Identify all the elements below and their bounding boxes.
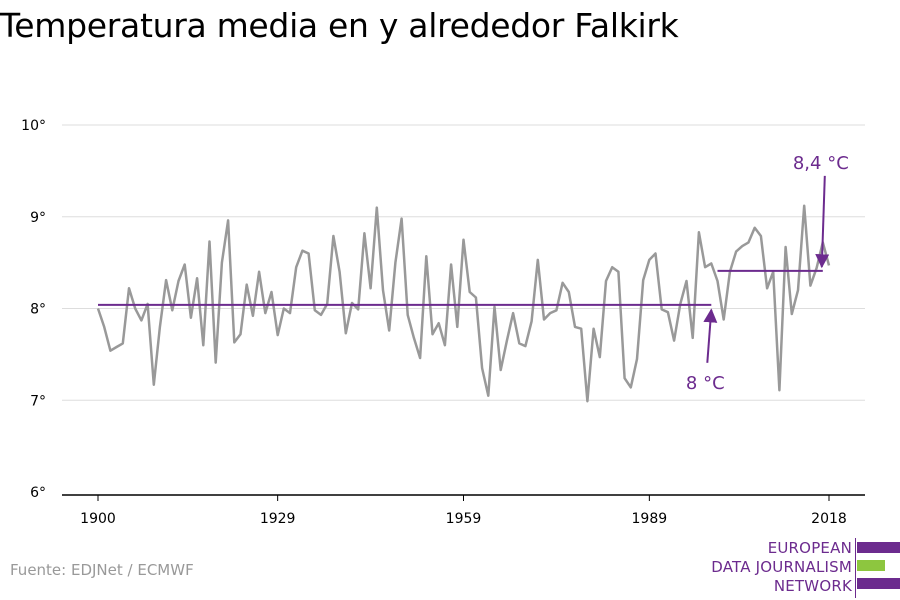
y-tick-label-9: 9° xyxy=(30,210,46,226)
logo-bar-green xyxy=(857,560,885,571)
y-tick-label-6: 6° xyxy=(30,485,46,501)
temperature-series-line xyxy=(96,204,831,403)
logo-divider xyxy=(855,538,856,598)
x-tick-label-1900: 1900 xyxy=(80,511,116,527)
edjnet-logo: EUROPEAN DATA JOURNALISM NETWORK xyxy=(700,538,900,598)
annotation-label-mean-2000-2017: 8,4 °C xyxy=(793,153,849,174)
grid-lines xyxy=(62,124,865,401)
annotation-arrow-mean-2000-2017 xyxy=(815,175,830,269)
x-tick-label-1959: 1959 xyxy=(446,511,482,527)
source-note: Fuente: EDJNet / ECMWF xyxy=(10,561,194,579)
logo-line-network: NETWORK xyxy=(773,577,852,595)
x-axis-ticks: 1900 1929 1959 1989 2018 xyxy=(80,495,847,527)
x-tick-label-1989: 1989 xyxy=(632,511,668,527)
logo-line-european: EUROPEAN xyxy=(767,539,852,557)
logo-line-data-journalism: DATA JOURNALISM xyxy=(711,558,852,576)
logo-bar-purple-top xyxy=(857,542,900,553)
annotation-label-mean-1900-1999: 8 °C xyxy=(686,373,725,394)
annotation-arrow-mean-1900-1999 xyxy=(703,308,718,363)
annotations: 8 °C 8,4 °C xyxy=(686,153,849,394)
chart-title: Temperatura media en y alrededor Falkirk xyxy=(0,6,679,45)
mean-lines xyxy=(98,269,823,306)
logo-bar-purple-bottom xyxy=(857,578,900,589)
y-tick-label-10: 10° xyxy=(21,118,46,134)
y-axis-ticks: 6° 7° 8° 9° 10° xyxy=(21,118,46,501)
x-tick-label-1929: 1929 xyxy=(260,511,296,527)
x-tick-label-2018: 2018 xyxy=(811,511,847,527)
y-tick-label-8: 8° xyxy=(30,302,46,318)
y-tick-label-7: 7° xyxy=(30,393,46,409)
